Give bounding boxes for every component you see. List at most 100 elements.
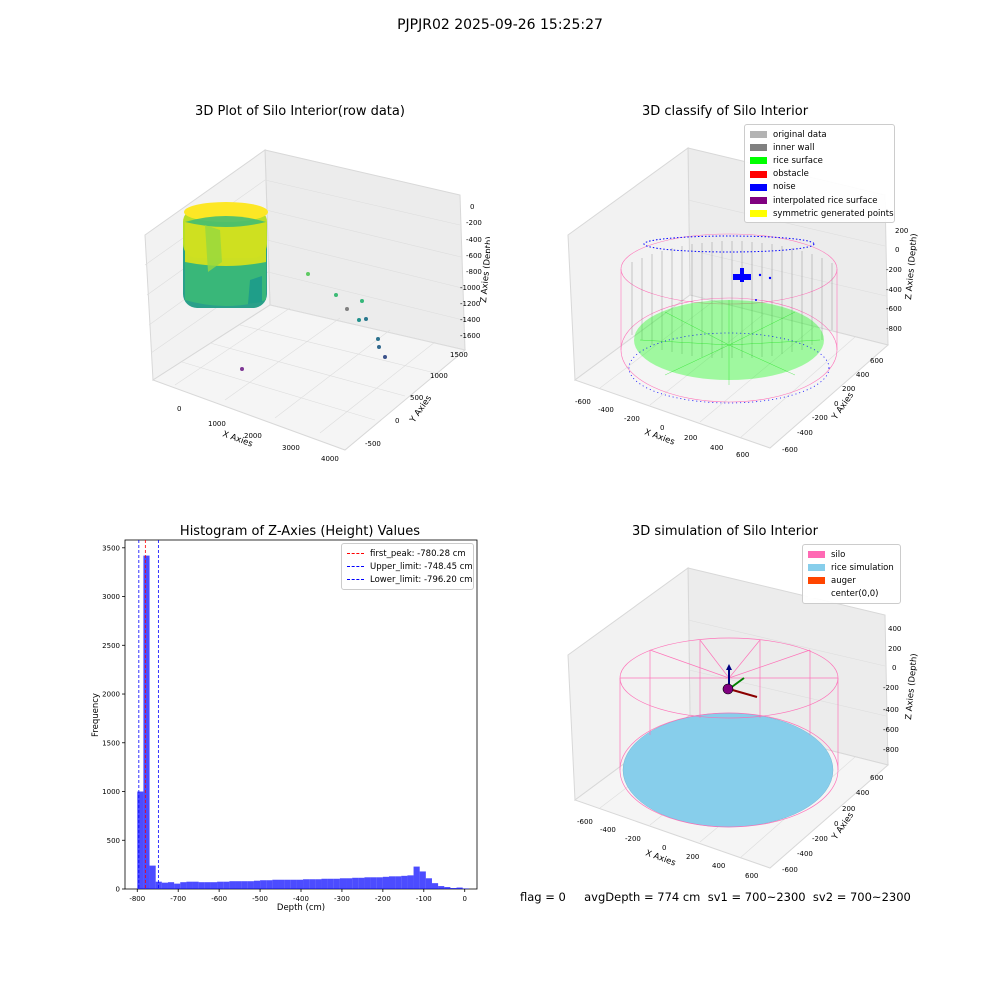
classify-ytick: 200 [842, 385, 855, 393]
histogram-y-tick-label: 3500 [102, 544, 120, 552]
simulation-ytick: 0 [834, 820, 838, 828]
raw-z-axis-label: Z Axies (Depth) [479, 236, 490, 303]
legend-swatch [808, 551, 825, 559]
legend-entry-rice-surface: rice surface [750, 154, 888, 167]
legend-label: Upper_limit: -748.45 cm [370, 561, 473, 572]
histogram-bar [303, 879, 310, 889]
simulation-z-axis-label: Z Axies (Depth) [904, 653, 920, 720]
simulation-ytick: 600 [870, 774, 883, 782]
legend-label: auger [831, 575, 856, 586]
classify-ztick: -800 [886, 325, 902, 333]
classify-ztick: 0 [895, 246, 899, 254]
simulation-ztick: -200 [883, 684, 899, 692]
histogram-bar [143, 555, 150, 889]
simulation-x-axis-label: X Axies [644, 848, 677, 868]
histogram-y-tick-label: 1000 [102, 788, 120, 796]
histogram-bar [401, 875, 408, 889]
histogram-bar [284, 879, 291, 889]
simulation-ztick: -600 [883, 726, 899, 734]
histogram-bar [260, 880, 267, 889]
histogram-bar [167, 882, 175, 889]
legend-swatch [750, 131, 767, 139]
histogram-bar [315, 879, 322, 889]
simulation-xtick: 0 [662, 844, 666, 852]
legend-label: center(0,0) [831, 589, 879, 600]
legend-entry-inner-wall: inner wall [750, 141, 888, 154]
legend-entry-auger: auger [808, 574, 894, 587]
histogram-y-tick-label: 1500 [102, 739, 120, 747]
raw-ytick: 1500 [450, 351, 468, 359]
classify-ytick: 0 [834, 400, 838, 408]
legend-dash [347, 566, 364, 568]
histogram-bar [198, 882, 205, 889]
histogram-bar [339, 878, 347, 889]
legend-swatch [808, 577, 825, 585]
legend-swatch [808, 590, 825, 598]
raw-ztick: -400 [466, 236, 482, 244]
simulation-center-axes [722, 664, 758, 698]
histogram-bar [450, 888, 457, 889]
classify-noise-points [628, 235, 830, 404]
histogram-x-tick-label: 0 [462, 895, 466, 903]
classify-inner-wall-points [631, 241, 833, 358]
classify-3d-plot: -600 -400 -200 0 200 400 600 600 400 200… [567, 147, 920, 459]
legend-entry-lower-limit: Lower_limit: -796.20 cm [347, 573, 472, 586]
status-line: flag = 0 avgDepth = 774 cm sv1 = 700~230… [520, 890, 911, 904]
histogram-legend: first_peak: -780.28 cm Upper_limit: -748… [341, 543, 474, 590]
histogram-y-tick-label: 0 [116, 886, 120, 894]
histogram-bar [358, 877, 365, 889]
histogram-bars [137, 555, 469, 889]
simulation-legend: silo rice simulation auger center(0,0) [802, 544, 901, 604]
legend-label: first_peak: -780.28 cm [370, 548, 466, 559]
legend-label: original data [773, 129, 827, 140]
legend-label: inner wall [773, 142, 815, 153]
histogram-x-tick-label: -400 [293, 895, 309, 903]
classify-xtick: 600 [736, 451, 749, 459]
histogram-bar [272, 879, 279, 889]
histogram-bar [419, 871, 426, 889]
legend-entry-first-peak: first_peak: -780.28 cm [347, 547, 467, 560]
simulation-silo-wireframe [619, 637, 839, 828]
simulation-plot-title: 3D simulation of Silo Interior [632, 524, 818, 539]
histogram-title: Histogram of Z-Axies (Height) Values [179, 524, 421, 539]
simulation-ztick: -800 [883, 746, 899, 754]
raw-3d-plot: 0 1000 2000 3000 4000 1500 1000 500 0 -5… [144, 149, 490, 463]
classify-xtick: 400 [710, 444, 723, 452]
histogram-bar [180, 882, 187, 889]
raw-outlier-points [240, 272, 387, 371]
histogram-bar [137, 791, 144, 889]
histogram-bar [296, 879, 304, 889]
legend-swatch [750, 170, 767, 178]
classify-xtick: 0 [660, 424, 664, 432]
legend-dash [347, 579, 364, 581]
histogram-bar [352, 877, 359, 889]
simulation-ztick: 0 [892, 664, 896, 672]
legend-label: rice simulation [831, 562, 894, 573]
simulation-ytick: -200 [812, 835, 828, 843]
figure-title: PJPJR02 2025-09-26 15:25:27 [397, 17, 603, 33]
histogram-bar [376, 877, 383, 889]
simulation-xtick: 400 [712, 862, 725, 870]
simulation-xtick: -400 [600, 826, 616, 834]
histogram-bar [290, 879, 297, 889]
raw-ztick: -1000 [460, 284, 480, 292]
histogram-bar [395, 876, 402, 889]
histogram-bar [327, 878, 334, 889]
histogram-bar [266, 880, 273, 889]
histogram-bar [389, 876, 396, 889]
histogram-bar [382, 876, 389, 889]
classify-xtick: -600 [575, 398, 591, 406]
raw-xtick: 2000 [244, 432, 262, 440]
raw-ytick: 1000 [430, 372, 448, 380]
legend-label: obstacle [773, 169, 809, 180]
histogram-x-ticks: -800 -700 -600 -500 -400 -300 -200 -100 0 [129, 889, 467, 903]
simulation-ytick: 200 [842, 805, 855, 813]
classify-rice-surface-rays [639, 300, 821, 385]
histogram-bar [229, 881, 236, 889]
histogram-bar [174, 883, 181, 889]
legend-swatch [750, 183, 767, 191]
legend-entry-symmetric-generated-points: symmetric generated points [750, 207, 894, 220]
histogram-bar [456, 887, 463, 889]
histogram-bar [431, 883, 439, 889]
raw-ytick: -500 [365, 440, 381, 448]
